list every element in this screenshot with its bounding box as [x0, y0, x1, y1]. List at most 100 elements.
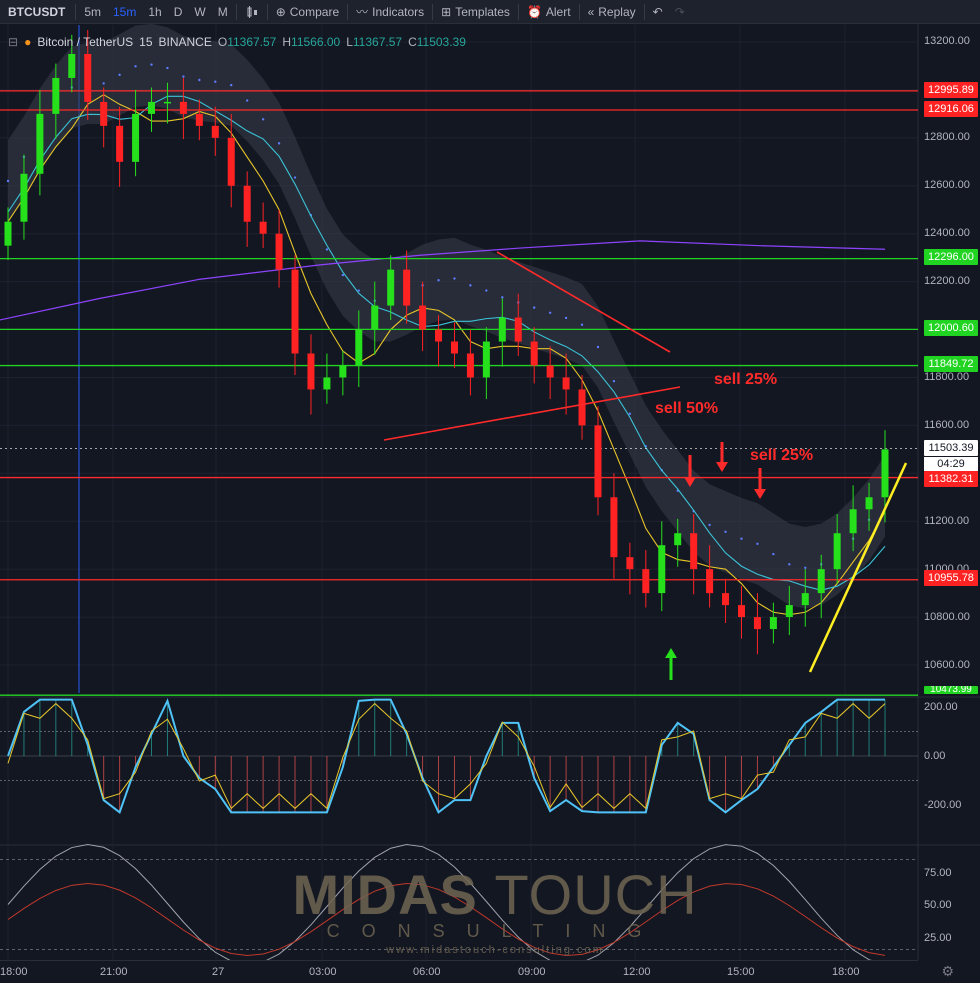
buy-arrow-head [665, 648, 677, 658]
level-tag-green: 12296.00 [924, 249, 978, 265]
candle-body [259, 221, 267, 234]
candle-body [227, 137, 235, 186]
compare-button[interactable]: ⊕ Compare [270, 0, 345, 24]
candle-body [833, 533, 841, 570]
symbol-search-button[interactable]: BTCUSDT [8, 4, 66, 19]
time-tick: 21:00 [100, 966, 128, 978]
keltner-mid-dot [628, 412, 632, 415]
price-tick: 12600.00 [924, 179, 970, 191]
candle [20, 154, 28, 240]
candle [450, 322, 458, 368]
sell-annotation: sell 50% [655, 400, 719, 417]
time-tick: 09:00 [518, 966, 546, 978]
candle [626, 542, 634, 595]
candle-body [371, 305, 379, 330]
candle [211, 106, 219, 156]
keltner-mid-dot [245, 99, 249, 102]
indicators-button[interactable]: 〰 Indicators [350, 0, 430, 24]
watermark-title: MIDAS TOUCH [292, 863, 698, 926]
keltner-mid-dot [485, 289, 488, 292]
candle [227, 113, 235, 208]
replay-label: Replay [598, 4, 636, 19]
keltner-mid-dot [198, 78, 201, 82]
alarm-clock-icon: ⏰ [526, 4, 542, 19]
keltner-mid-dot [118, 73, 121, 77]
collapse-icon[interactable]: ⊟ [8, 35, 19, 49]
trendlines [383, 251, 908, 673]
keltner-mid-dot [230, 83, 233, 87]
keltner-mid-dot [437, 279, 440, 282]
keltner-mid-dot [150, 63, 153, 66]
interval-1h-button[interactable]: 1h [148, 4, 162, 19]
candle-body [163, 101, 171, 104]
interval-d-button[interactable]: D [173, 4, 183, 19]
redo-button[interactable]: ↷ [669, 0, 691, 24]
legend-interval: 15 [139, 35, 153, 49]
candle-body [785, 605, 793, 618]
legend-close: C11503.39 [408, 35, 466, 49]
candle [36, 89, 44, 196]
keltner-mid-dot [357, 289, 360, 292]
keltner-mid-dot [612, 380, 616, 383]
candle-body [355, 329, 363, 366]
price-tick: 11200.00 [924, 515, 970, 527]
time-axis[interactable]: 18:00 21:00 27 03:00 06:00 09:00 12:00 1… [0, 960, 918, 983]
candle-body [419, 305, 427, 330]
keltner-mid-dot [469, 284, 472, 287]
candle [801, 569, 809, 627]
candle [769, 602, 777, 644]
legend-pair[interactable]: Bitcoin / TetherUS [37, 35, 134, 49]
time-tick: 06:00 [413, 966, 441, 978]
candle [594, 406, 602, 516]
candle-body [801, 593, 809, 606]
candle [339, 351, 347, 396]
candle-body [68, 53, 76, 78]
templates-button[interactable]: ⊞ Templates [435, 0, 516, 24]
buy-arrow [665, 648, 677, 680]
keltner-mid-dot [564, 316, 568, 320]
interval-m-button[interactable]: M [217, 4, 228, 19]
ma-yellow-line [7, 94, 886, 616]
interval-15m-button[interactable]: 15m [113, 4, 137, 19]
stochastic-oscillator [0, 843, 918, 965]
alert-button[interactable]: ⏰ Alert [521, 0, 577, 24]
time-tick: 18:00 [0, 966, 28, 978]
candle [132, 89, 140, 177]
stoch-tick: 75.00 [924, 867, 952, 879]
candle-body [562, 377, 570, 390]
candle-body [706, 569, 714, 594]
candle [371, 281, 379, 355]
undo-button[interactable]: ↶ [647, 0, 669, 24]
settings-gear-icon[interactable]: ⚙ [941, 963, 954, 979]
toolbar-divider [517, 3, 519, 20]
keltner-mid-dot [166, 66, 169, 70]
interval-5m-button[interactable]: 5m [84, 4, 101, 19]
candle [4, 207, 12, 261]
candle [275, 209, 283, 288]
candle [562, 353, 570, 415]
toolbar-divider [75, 3, 77, 20]
toolbar-divider [347, 3, 349, 20]
replay-button[interactable]: « Replay [582, 0, 642, 24]
sell-arrow-head [716, 462, 728, 472]
keltner-mid-dot [277, 142, 281, 145]
candle [243, 171, 251, 247]
arrows [665, 442, 766, 680]
keltner-mid-dot [548, 311, 552, 314]
candle-body [753, 617, 761, 630]
interval-w-button[interactable]: W [194, 4, 206, 19]
candle-body [403, 269, 411, 306]
chart-type-button[interactable] [239, 0, 265, 24]
ascending-trendline [383, 386, 681, 441]
candle [68, 34, 76, 93]
candle-body [466, 353, 474, 378]
cci-tick: -200.00 [924, 799, 962, 811]
toolbar-divider [266, 3, 268, 20]
candle-body [690, 533, 698, 570]
level-tag-red: 10955.78 [924, 570, 978, 586]
candle-body [339, 365, 347, 378]
candle [722, 578, 730, 624]
level-tag-red: 11382.31 [924, 471, 978, 487]
candle [849, 485, 857, 552]
